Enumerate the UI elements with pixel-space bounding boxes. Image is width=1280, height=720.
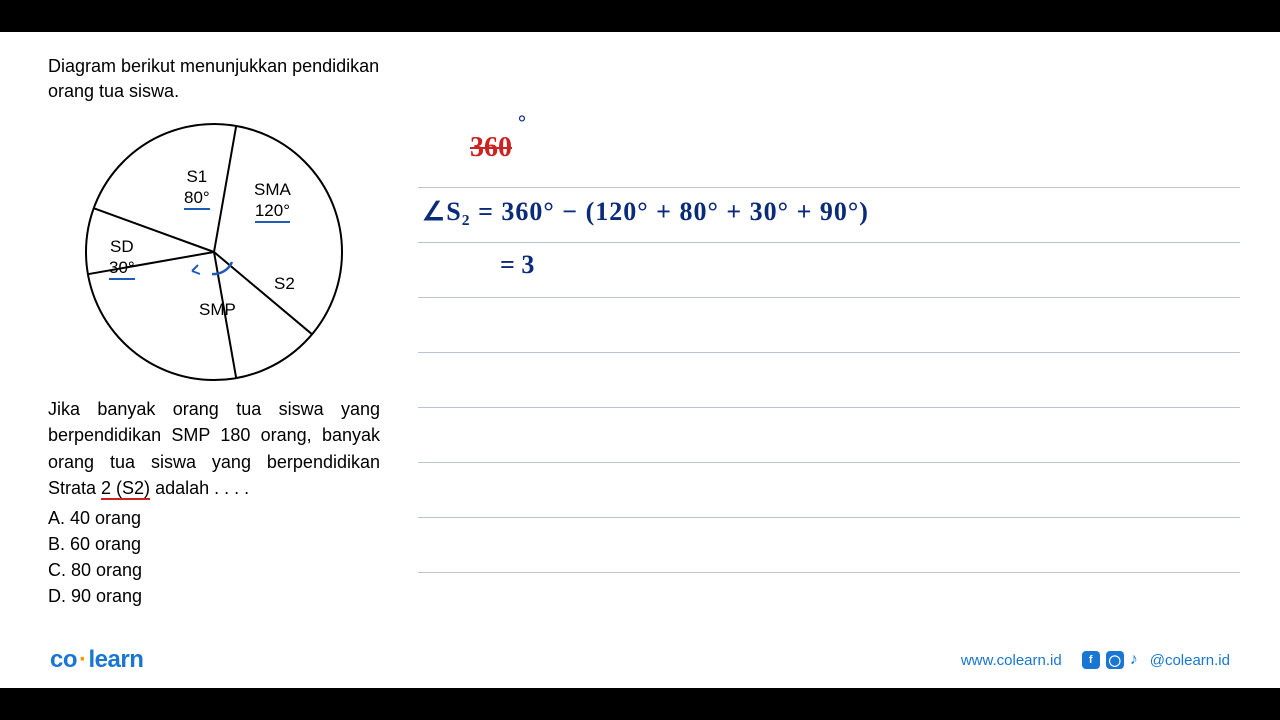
footer-url: www.colearn.id	[961, 652, 1062, 669]
ruled-line	[418, 462, 1240, 463]
pie-label-s2: S2	[274, 274, 295, 294]
intro-line-2: orang tua siswa.	[48, 79, 380, 104]
logo-dot-icon: ·	[77, 646, 89, 673]
question-followup: Jika banyak orang tua siswa yang berpend…	[48, 396, 380, 500]
tiktok-icon: ♪	[1130, 651, 1144, 669]
ruled-line	[418, 352, 1240, 353]
question-panel: Diagram berikut menunjukkan pendidikan o…	[0, 32, 400, 688]
question-intro: Diagram berikut menunjukkan pendidikan o…	[48, 54, 380, 104]
ruled-line	[418, 517, 1240, 518]
hw-degree-small: °	[518, 112, 526, 135]
pie-label-smp: SMP	[199, 300, 236, 320]
ruled-line	[418, 407, 1240, 408]
work-panel: 360 ° ∠S₂ = 360° − (120° + 80° + 30° + 9…	[400, 32, 1280, 688]
social-handle: @colearn.id	[1150, 652, 1230, 669]
intro-line-1: Diagram berikut menunjukkan pendidikan	[48, 54, 380, 79]
logo-learn: learn	[89, 646, 144, 673]
hw-360-struck: 360	[470, 132, 512, 164]
footer-right: www.colearn.id f ◯ ♪ @colearn.id	[961, 651, 1230, 669]
content-area: Diagram berikut menunjukkan pendidikan o…	[0, 32, 1280, 688]
hw-equation-line1: ∠S₂ = 360° − (120° + 80° + 30° + 90°)	[422, 197, 869, 227]
ruled-line	[418, 297, 1240, 298]
facebook-icon: f	[1082, 651, 1100, 669]
logo-co: co	[50, 646, 77, 673]
answer-options: A. 40 orang B. 60 orang C. 80 orang D. 9…	[48, 505, 380, 609]
instagram-icon: ◯	[1106, 651, 1124, 669]
option-d: D. 90 orang	[48, 583, 380, 609]
ruled-line	[418, 572, 1240, 573]
letterbox-bottom	[0, 688, 1280, 720]
option-c: C. 80 orang	[48, 557, 380, 583]
social-icons: f ◯ ♪ @colearn.id	[1082, 651, 1230, 669]
letterbox-top	[0, 0, 1280, 32]
ruled-line	[418, 187, 1240, 188]
footer: co·learn www.colearn.id f ◯ ♪ @colearn.i…	[0, 640, 1280, 680]
pie-chart: S1 80° SMA 120° S2 SMP SD 30°	[74, 112, 354, 392]
brand-logo: co·learn	[50, 646, 143, 674]
pie-label-s1: S1 80°	[184, 167, 210, 210]
ruled-line	[418, 242, 1240, 243]
option-b: B. 60 orang	[48, 531, 380, 557]
pie-label-sma: SMA 120°	[254, 180, 291, 223]
option-a: A. 40 orang	[48, 505, 380, 531]
hw-equation-line2: = 3	[500, 250, 534, 280]
pie-label-sd: SD 30°	[109, 237, 135, 280]
